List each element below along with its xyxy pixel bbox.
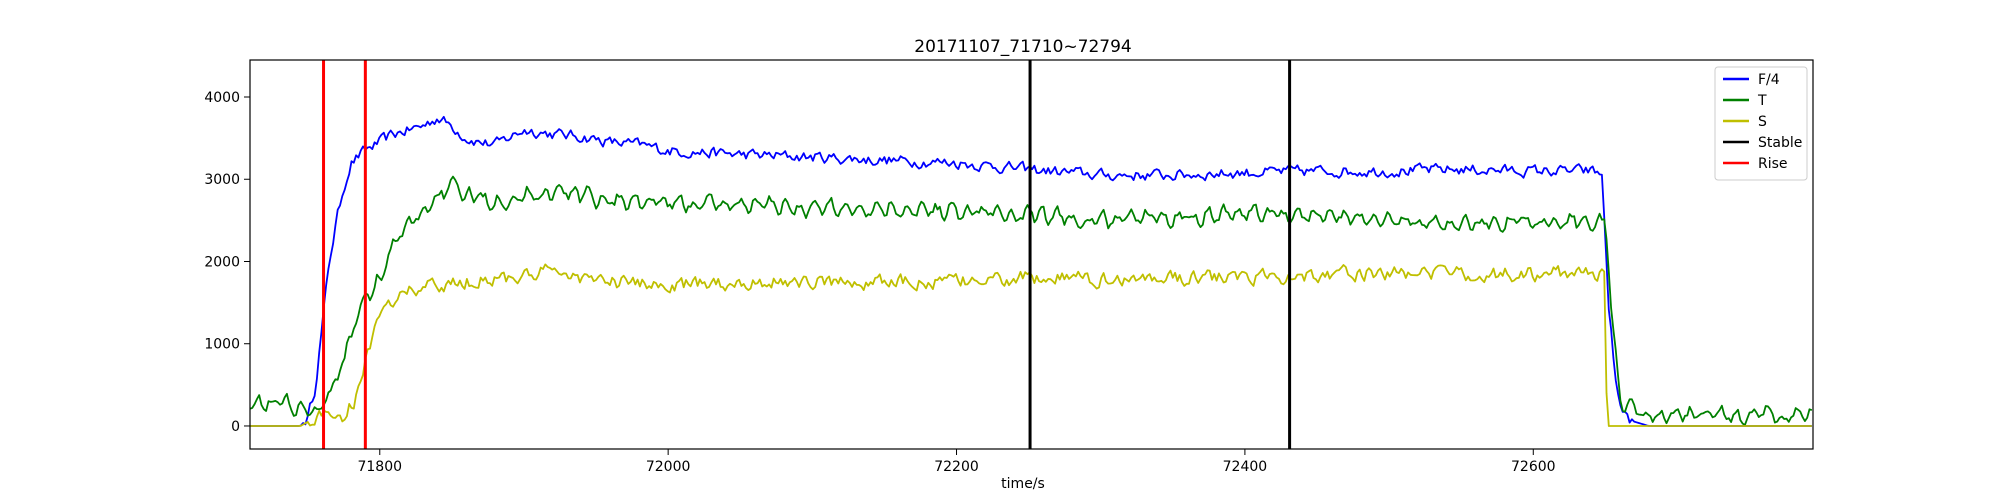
x-axis-label: time/s <box>1001 476 1045 492</box>
legend-label-f4: F/4 <box>1758 72 1780 88</box>
y-tick-label: 0 <box>231 419 240 435</box>
legend-label-t: T <box>1757 93 1767 109</box>
y-tick-label: 4000 <box>204 90 240 106</box>
legend-box <box>1714 66 1808 181</box>
legend: F/4 TS Stable Rise <box>1714 66 1808 181</box>
chart-title: 20171107_71710~72794 <box>914 37 1131 57</box>
x-tick-label: 71800 <box>357 459 402 475</box>
x-tick-label: 72600 <box>1511 459 1556 475</box>
legend-label-s: S <box>1758 114 1767 130</box>
y-tick-label: 2000 <box>204 254 240 270</box>
series-group <box>250 60 1813 449</box>
plot-area: 71800 72000 72200 72400 72600 0 1000 2000 3000 40… <box>204 59 1814 475</box>
x-tick-label: 72000 <box>646 459 691 475</box>
x-tick-label: 72200 <box>934 459 979 475</box>
y-tick-label: 1000 <box>204 337 240 353</box>
plot-frame <box>249 59 1814 450</box>
legend-label-rise: Rise <box>1758 156 1788 172</box>
y-tick-label: 3000 <box>204 172 240 188</box>
legend-label-stable: Stable <box>1758 135 1802 151</box>
x-tick-label: 72400 <box>1223 459 1268 475</box>
